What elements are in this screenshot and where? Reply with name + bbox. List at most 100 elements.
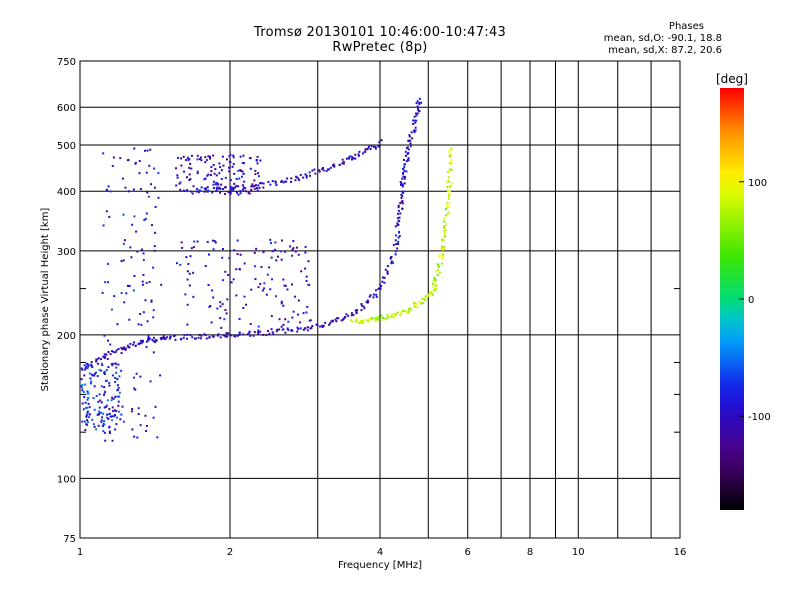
echo-point — [122, 259, 125, 262]
echo-point — [440, 247, 443, 250]
echo-point — [179, 263, 182, 266]
echo-point — [103, 334, 106, 337]
echo-point — [444, 222, 447, 225]
echo-point — [270, 315, 273, 318]
echo-point — [331, 320, 334, 323]
echo-point — [407, 140, 410, 143]
echo-point — [204, 334, 207, 337]
echo-point — [115, 362, 118, 365]
echo-point — [283, 284, 286, 287]
echo-point — [103, 391, 106, 394]
echo-point — [107, 185, 110, 188]
echo-point — [95, 395, 98, 398]
echo-point — [440, 262, 443, 265]
echo-point — [235, 268, 238, 271]
echo-point — [94, 371, 97, 374]
echo-point — [86, 419, 89, 422]
echo-point — [442, 238, 445, 241]
echo-point — [185, 176, 188, 179]
echo-point — [274, 181, 277, 184]
echo-point — [117, 410, 120, 413]
echo-point — [310, 326, 313, 329]
echo-point — [448, 195, 451, 198]
echo-point — [381, 280, 384, 283]
echo-point — [256, 162, 259, 165]
echo-point — [142, 259, 145, 262]
echo-point — [414, 129, 417, 132]
echo-point — [362, 152, 365, 155]
echo-point — [352, 313, 355, 316]
echo-point — [230, 188, 233, 191]
echo-point — [421, 297, 424, 300]
echo-point — [114, 377, 117, 380]
echo-point — [207, 253, 210, 256]
echo-point — [389, 257, 392, 260]
echo-point — [137, 323, 140, 326]
echo-point — [226, 158, 229, 161]
echo-point — [108, 215, 111, 218]
echo-point — [360, 304, 363, 307]
echo-point — [107, 366, 110, 369]
echo-point — [239, 190, 242, 193]
echo-point — [226, 335, 229, 338]
echo-point — [102, 355, 105, 358]
echo-point — [308, 171, 311, 174]
echo-point — [239, 169, 242, 172]
echo-point — [95, 358, 98, 361]
echo-point — [204, 264, 207, 267]
echo-point — [176, 156, 179, 159]
echo-point — [444, 233, 447, 236]
echo-point — [354, 153, 357, 156]
echo-point — [207, 283, 210, 286]
echo-point — [410, 131, 413, 134]
echo-point — [106, 357, 109, 360]
echo-point — [103, 370, 106, 373]
echo-point — [447, 205, 450, 208]
echo-point — [355, 311, 358, 314]
echo-point — [108, 432, 111, 435]
echo-point — [142, 311, 145, 314]
echo-point — [141, 280, 144, 283]
echo-point — [103, 393, 106, 396]
echo-point — [394, 234, 397, 237]
echo-point — [188, 158, 191, 161]
echo-point — [270, 278, 273, 281]
echo-point — [87, 402, 90, 405]
echo-point — [212, 163, 215, 166]
echo-point — [256, 189, 259, 192]
echo-point — [96, 413, 99, 416]
echo-point — [181, 246, 184, 249]
echo-point — [229, 193, 232, 196]
echo-point — [351, 320, 354, 323]
echo-point — [120, 291, 123, 294]
echo-point — [241, 188, 244, 191]
echo-point — [84, 383, 87, 386]
echo-point — [257, 332, 260, 335]
echo-point — [411, 137, 414, 140]
echo-point — [262, 333, 265, 336]
echo-point — [304, 327, 307, 330]
echo-point — [160, 283, 163, 286]
echo-point — [244, 187, 247, 190]
echo-point — [81, 402, 84, 405]
echo-point — [418, 97, 421, 100]
echo-point — [404, 309, 407, 312]
echo-point — [386, 265, 389, 268]
echo-point — [106, 416, 109, 419]
echo-point — [157, 172, 160, 175]
echo-point — [340, 319, 343, 322]
echo-point — [104, 405, 107, 408]
echo-point — [140, 323, 143, 326]
echo-point — [235, 191, 238, 194]
echo-point — [383, 281, 386, 284]
echo-point — [263, 282, 266, 285]
echo-point — [219, 336, 222, 339]
echo-point — [117, 404, 120, 407]
echo-point — [261, 289, 264, 292]
echo-point — [305, 174, 308, 177]
echo-point — [215, 190, 218, 193]
echo-point — [141, 339, 144, 342]
echo-point — [150, 224, 153, 227]
echo-point — [147, 337, 150, 340]
echo-point — [272, 333, 275, 336]
